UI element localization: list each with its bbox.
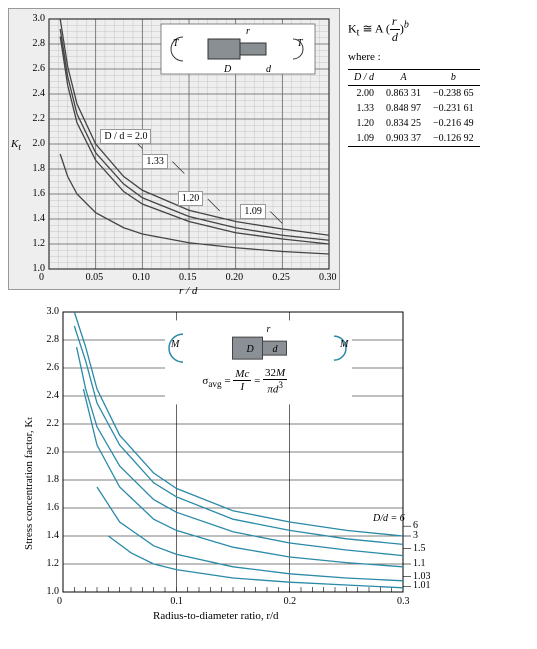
inset-label: r <box>267 324 271 335</box>
table-row: 2.000.863 31−0.238 65 <box>348 86 480 102</box>
x-tick: 0.15 <box>179 272 197 283</box>
curve-label: 1.1 <box>413 558 426 569</box>
inset-label: D <box>247 344 254 355</box>
curve-label: 1.5 <box>413 543 426 554</box>
x-tick: 0.20 <box>226 272 244 283</box>
y-tick: 1.8 <box>33 163 46 174</box>
inset-label: T <box>173 38 179 49</box>
curve-label: 1.20 <box>178 191 204 206</box>
x-axis-title: r / d <box>179 285 197 297</box>
inset-label: D <box>224 64 231 75</box>
inset-label: T <box>297 38 303 49</box>
y-tick: 2.6 <box>33 63 46 74</box>
y-tick: 2.4 <box>47 390 60 401</box>
y-tick: 2.8 <box>33 38 46 49</box>
y-tick: 3.0 <box>47 306 60 317</box>
y-tick: 2.6 <box>47 362 60 373</box>
x-tick: 0.25 <box>272 272 290 283</box>
curve-label: D / d = 2.0 <box>100 129 151 144</box>
y-axis-title: Kt <box>11 138 21 152</box>
figure1-row: D / d = 2.01.331.201.0900.050.100.150.20… <box>8 8 529 290</box>
where-label: where : <box>348 51 480 63</box>
y-tick: 2.4 <box>33 88 46 99</box>
y-tick: 1.4 <box>47 530 60 541</box>
chart2-bending: 631.51.11.031.01D/d = 600.10.20.31.01.21… <box>8 302 438 622</box>
y-tick: 2.0 <box>47 446 60 457</box>
y-tick: 1.0 <box>47 586 60 597</box>
col-header: D / d <box>348 70 380 86</box>
inset-label: M <box>340 339 348 350</box>
curve-label: 1.01 <box>413 580 431 591</box>
coefficient-table: D / dAb 2.000.863 31−0.238 651.330.848 9… <box>348 69 480 147</box>
y-tick: 1.6 <box>33 188 46 199</box>
curve-header: D/d = 6 <box>373 513 405 524</box>
y-tick: 2.2 <box>47 418 60 429</box>
y-tick: 1.2 <box>33 238 46 249</box>
curve-label: 1.09 <box>240 204 266 219</box>
x-tick: 0.3 <box>397 596 410 607</box>
y-tick: 1.2 <box>47 558 60 569</box>
y-tick: 2.8 <box>47 334 60 345</box>
y-tick: 2.0 <box>33 138 46 149</box>
y-axis-title: Stress concentration factor, Kₜ <box>22 416 35 550</box>
y-tick: 1.6 <box>47 502 60 513</box>
side-panel: Kt ≅ A (rd)b where : D / dAb 2.000.863 3… <box>348 8 480 290</box>
inset-label: d <box>273 344 278 355</box>
x-tick: 0.05 <box>86 272 104 283</box>
kt-formula: Kt ≅ A (rd)b <box>348 14 480 45</box>
bending-stress-equation: σavg = McI = 32Mπd3 <box>202 367 287 396</box>
table-row: 1.200.834 25−0.216 49 <box>348 116 480 131</box>
x-tick: 0.1 <box>170 596 183 607</box>
curve-label: 1.33 <box>142 154 168 169</box>
chart1-torsion: D / d = 2.01.331.201.0900.050.100.150.20… <box>8 8 340 290</box>
y-tick: 1.4 <box>33 213 46 224</box>
inset-label: M <box>171 339 179 350</box>
x-axis-title: Radius-to-diameter ratio, r/d <box>153 610 279 622</box>
y-tick: 2.2 <box>33 113 46 124</box>
inset-label: r <box>246 26 250 37</box>
curve-label: 3 <box>413 530 418 541</box>
col-header: A <box>380 70 427 86</box>
y-tick: 1.0 <box>33 263 46 274</box>
x-tick: 0 <box>57 596 62 607</box>
x-tick: 0.30 <box>319 272 337 283</box>
y-tick: 3.0 <box>33 13 46 24</box>
x-tick: 0.2 <box>284 596 297 607</box>
col-header: b <box>427 70 480 86</box>
inset-label: d <box>266 64 271 75</box>
y-tick: 1.8 <box>47 474 60 485</box>
table-row: 1.330.848 97−0.231 61 <box>348 101 480 116</box>
x-tick: 0.10 <box>132 272 150 283</box>
table-row: 1.090.903 37−0.126 92 <box>348 131 480 147</box>
